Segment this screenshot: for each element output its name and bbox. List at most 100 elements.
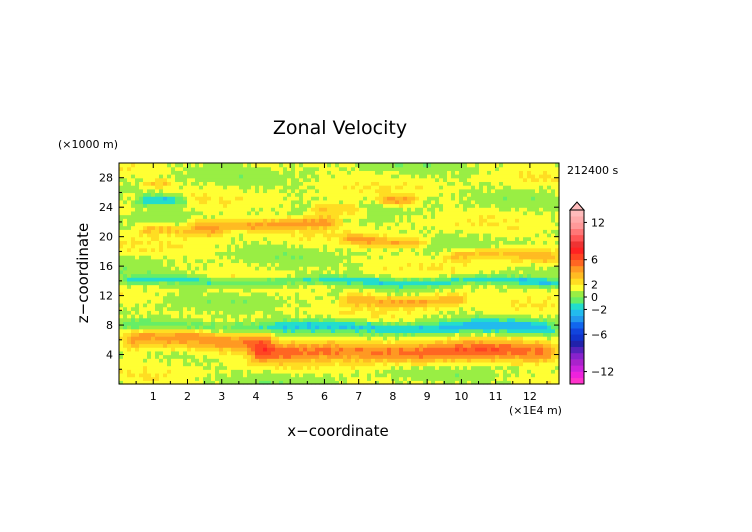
field-cell [219, 288, 224, 293]
field-cell [199, 310, 204, 315]
field-cell [355, 369, 360, 374]
field-cell [311, 266, 316, 271]
field-cell [135, 336, 140, 341]
field-cell [235, 232, 240, 238]
field-cell [443, 314, 448, 319]
field-cell [383, 199, 388, 205]
field-cell [135, 325, 140, 330]
field-cell [343, 361, 348, 367]
field-cell [239, 317, 244, 322]
field-cell [195, 214, 200, 219]
field-cell [183, 310, 188, 315]
field-cell [431, 225, 436, 230]
field-cell [279, 232, 284, 238]
field-cell [255, 354, 260, 359]
field-cell [391, 203, 396, 208]
field-cell [415, 199, 420, 205]
field-cell [303, 247, 308, 252]
field-cell [311, 372, 316, 378]
field-cell [227, 306, 232, 311]
field-cell [371, 343, 376, 348]
field-cell [379, 229, 384, 234]
field-cell [299, 350, 304, 356]
field-cell [295, 343, 300, 348]
field-cell [175, 174, 180, 179]
field-cell [143, 273, 148, 278]
field-cell [267, 185, 272, 190]
field-cell [159, 244, 164, 249]
field-cell [163, 273, 168, 278]
field-cell [279, 188, 284, 194]
field-cell [131, 266, 136, 271]
field-cell [451, 369, 456, 374]
field-cell [191, 266, 196, 271]
field-cell [139, 170, 144, 175]
field-cell [255, 310, 260, 315]
field-cell [295, 192, 300, 197]
field-cell [279, 302, 284, 308]
field-cell [395, 317, 400, 322]
field-cell [119, 236, 124, 241]
field-cell [327, 236, 332, 241]
field-cell [163, 284, 168, 289]
field-cell [391, 350, 396, 356]
field-cell [379, 181, 384, 186]
field-cell [295, 218, 300, 223]
field-cell [431, 210, 436, 216]
field-cell [335, 332, 340, 337]
field-cell [187, 170, 192, 175]
field-cell [139, 199, 144, 205]
field-cell [331, 188, 336, 194]
field-cell [247, 244, 252, 249]
field-cell [183, 188, 188, 194]
field-cell [247, 376, 252, 381]
field-cell [375, 380, 380, 385]
field-cell [311, 218, 316, 223]
field-cell [323, 207, 328, 212]
field-cell [147, 369, 152, 374]
field-cell [403, 269, 408, 275]
field-cell [411, 343, 416, 348]
field-cell [447, 321, 452, 326]
field-cell [119, 266, 124, 271]
field-cell [207, 251, 212, 256]
field-cell [435, 214, 440, 219]
field-cell [371, 280, 376, 286]
field-cell [159, 332, 164, 337]
field-cell [443, 170, 448, 175]
field-cell [119, 280, 124, 286]
field-cell [203, 240, 208, 245]
field-cell [407, 277, 412, 282]
field-cell [239, 361, 244, 367]
field-cell [215, 185, 220, 190]
field-cell [239, 369, 244, 374]
field-cell [407, 218, 412, 223]
field-cell [427, 225, 432, 230]
field-cell [247, 240, 252, 245]
field-cell [323, 273, 328, 278]
field-cell [147, 247, 152, 252]
field-cell [399, 258, 404, 264]
field-cell [135, 163, 140, 168]
field-cell [331, 380, 336, 385]
field-cell [403, 207, 408, 212]
field-cell [251, 358, 256, 363]
field-cell [283, 314, 288, 319]
field-cell [303, 299, 308, 304]
field-cell [419, 354, 424, 359]
field-cell [179, 358, 184, 363]
field-cell [395, 188, 400, 194]
field-cell [171, 251, 176, 256]
field-cell [263, 336, 268, 341]
field-cell [395, 210, 400, 216]
field-cell [439, 380, 444, 385]
field-cell [383, 365, 388, 370]
field-cell [383, 299, 388, 304]
field-cell [427, 336, 432, 341]
field-cell [123, 288, 128, 293]
field-cell [139, 225, 144, 230]
field-cell [423, 288, 428, 293]
field-cell [279, 328, 284, 334]
field-cell [339, 185, 344, 190]
field-cell [439, 365, 444, 370]
